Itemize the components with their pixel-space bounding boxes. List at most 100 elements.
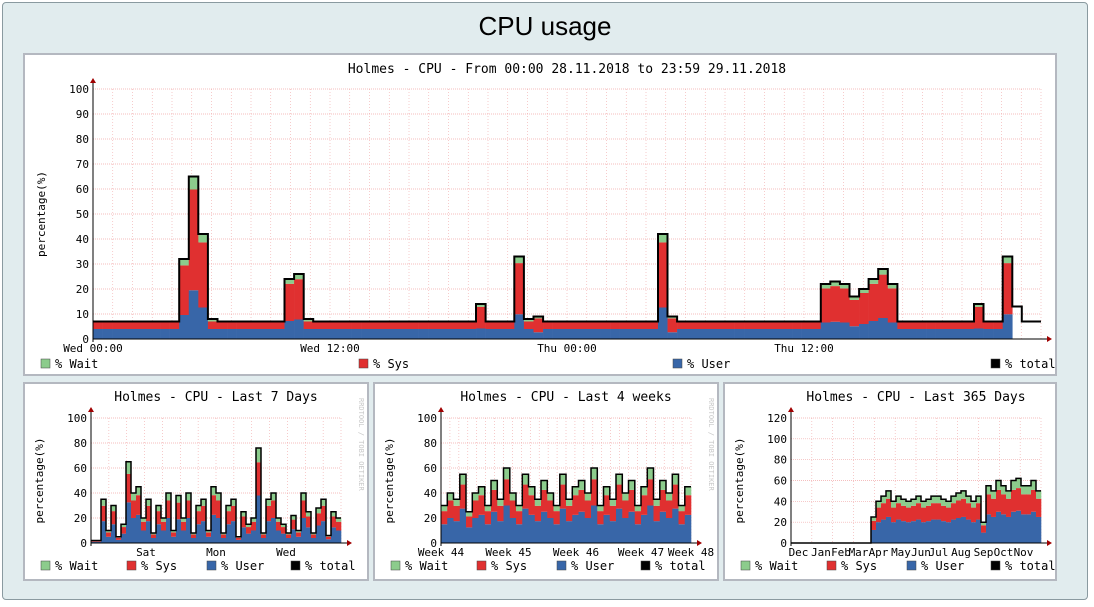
area-bar-user <box>466 329 477 339</box>
area-bar-user <box>921 522 927 543</box>
area-bar-user <box>361 329 371 339</box>
area-bar-sys <box>964 321 975 329</box>
y-tick-label: 20 <box>424 512 437 525</box>
legend-swatch <box>358 358 369 369</box>
area-bar-sys <box>472 500 479 518</box>
area-bar-user <box>552 329 563 339</box>
area-bar-user <box>261 538 267 543</box>
area-bar-user <box>782 329 793 339</box>
legend-swatch <box>640 560 651 571</box>
area-bar-user <box>111 524 117 543</box>
y-tick-label: 70 <box>76 158 89 171</box>
area-bar-user <box>514 314 525 339</box>
area-bar-user <box>981 532 987 543</box>
area-bar-user <box>638 329 649 339</box>
area-bar-user <box>276 530 282 543</box>
area-bar-user <box>389 329 400 339</box>
area-bar-sys <box>389 321 400 329</box>
area-bar-sys <box>528 495 536 515</box>
area-bar-wait <box>541 480 548 490</box>
area-bar-sys <box>286 534 292 538</box>
area-bar-wait <box>211 486 217 496</box>
area-bar-sys <box>478 495 486 515</box>
area-bar-wait <box>547 493 554 501</box>
area-bar-user <box>896 519 902 543</box>
area-bar-wait <box>859 289 869 293</box>
area-bar-sys <box>101 505 107 522</box>
area-bar-sys <box>876 507 882 523</box>
area-bar-sys <box>753 321 764 329</box>
area-bar-wait <box>146 499 152 506</box>
area-bar-sys <box>93 321 103 329</box>
area-bar-sys <box>973 306 984 329</box>
area-bar-sys <box>648 321 659 329</box>
area-bar-sys <box>622 500 629 518</box>
area-bar-sys <box>926 321 936 329</box>
area-bar-wait <box>453 499 461 506</box>
area-bar-sys <box>466 516 473 528</box>
area-bar-sys <box>131 500 137 518</box>
area-bar-sys <box>514 263 525 315</box>
y-tick-label: 40 <box>76 233 89 246</box>
area-bar-sys <box>370 321 381 329</box>
area-bar-user <box>667 332 678 339</box>
area-bar-sys <box>321 505 327 522</box>
area-bar-user <box>246 329 257 339</box>
area-bar-user <box>266 521 272 543</box>
area-bar-sys <box>541 489 548 512</box>
area-bar-user <box>131 329 142 339</box>
area-bar-sys <box>522 484 529 509</box>
area-bar-user <box>509 518 517 543</box>
x-tick-label: Wed 12:00 <box>300 342 360 355</box>
area-bar-wait <box>820 284 831 289</box>
x-axis-arrow <box>697 540 702 546</box>
area-bar-user <box>951 519 957 543</box>
y-axis-label: percentage(%) <box>35 171 48 257</box>
y-tick-label: 20 <box>76 283 89 296</box>
area-bar-sys <box>227 321 237 329</box>
y-tick-label: 80 <box>774 454 787 467</box>
area-bar-sys <box>628 489 636 512</box>
area-bar-sys <box>96 540 102 542</box>
area-bar-user <box>93 329 103 339</box>
area-bar-sys <box>341 321 352 329</box>
x-tick-label: Wed <box>276 546 296 559</box>
x-tick-label: Wed 00:00 <box>63 342 123 355</box>
area-bar-sys <box>476 306 486 329</box>
chart-panel-2days: Holmes - CPU - From 00:00 28.11.2018 to … <box>23 53 1057 376</box>
area-bar-sys <box>140 321 151 329</box>
area-bar-user <box>996 511 1002 543</box>
x-tick-label: Sep <box>974 546 994 559</box>
area-bar-sys <box>672 484 679 509</box>
y-axis-arrow <box>90 78 96 83</box>
area-bar-user <box>772 329 783 339</box>
area-bar-sys <box>179 265 190 315</box>
area-bar-user <box>839 322 850 339</box>
area-bar-user <box>207 329 218 339</box>
area-bar-wait <box>876 501 882 508</box>
area-bar-sys <box>216 500 222 518</box>
area-bar-sys <box>657 242 668 308</box>
area-bar-user <box>453 521 461 543</box>
area-bar-wait <box>1021 485 1027 495</box>
area-bar-sys <box>996 489 1002 512</box>
area-bar-user <box>504 329 515 339</box>
area-bar-user <box>497 521 504 543</box>
area-bar-user <box>476 328 486 339</box>
area-bar-sys <box>112 321 123 329</box>
area-bar-sys <box>91 540 97 542</box>
area-bar-sys <box>453 505 461 522</box>
area-bar-user <box>236 329 247 339</box>
area-bar-sys <box>241 516 247 528</box>
area-bar-sys <box>497 505 504 522</box>
area-bar-sys <box>1031 489 1037 512</box>
area-bar-user <box>236 539 242 543</box>
area-bar-sys <box>839 288 850 323</box>
area-bar-wait <box>266 499 272 506</box>
area-bar-sys <box>265 321 276 329</box>
area-bar-user <box>186 518 192 543</box>
area-bar-sys <box>291 519 297 530</box>
area-bar-wait <box>534 499 542 506</box>
chart-title: Holmes - CPU - Last 4 weeks <box>460 390 671 405</box>
